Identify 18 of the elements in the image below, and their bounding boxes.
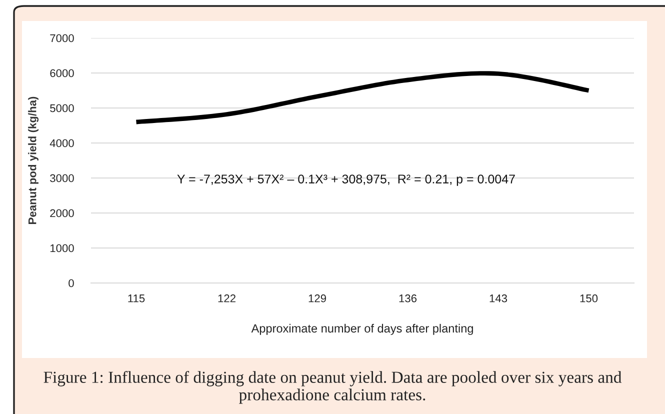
- x-tick-label: 115: [128, 294, 145, 302]
- y-tick-label: 2000: [50, 209, 74, 218]
- x-tick-label: 122: [218, 294, 236, 302]
- y-tick-label: 6000: [50, 69, 74, 78]
- y-axis-title: Peanut pod yield (kg/ha): [28, 96, 39, 224]
- x-tick-label: 143: [490, 294, 508, 302]
- y-tick-label: 4000: [50, 139, 74, 148]
- annotation: Y = -7,253X + 57X² – 0.1X³ + 308,975, R² = 0.21, p = 0.0047: [177, 174, 515, 186]
- x-axis-title: Approximate number of days after planting: [251, 324, 473, 335]
- x-tick-label: 150: [580, 294, 598, 302]
- y-tick-label: 0: [68, 279, 74, 288]
- y-tick-label: 1000: [50, 244, 74, 252]
- caption: Figure 1: Influence of digging date on peanut yield. Data are pooled over six years and prohexadione calcium rates.: [44, 371, 622, 404]
- y-tick-label: 5000: [50, 104, 74, 112]
- x-tick-label: 129: [308, 294, 326, 302]
- y-tick-label: 7000: [50, 34, 74, 42]
- y-tick-label: 3000: [50, 174, 74, 182]
- x-tick-label: 136: [399, 294, 417, 302]
